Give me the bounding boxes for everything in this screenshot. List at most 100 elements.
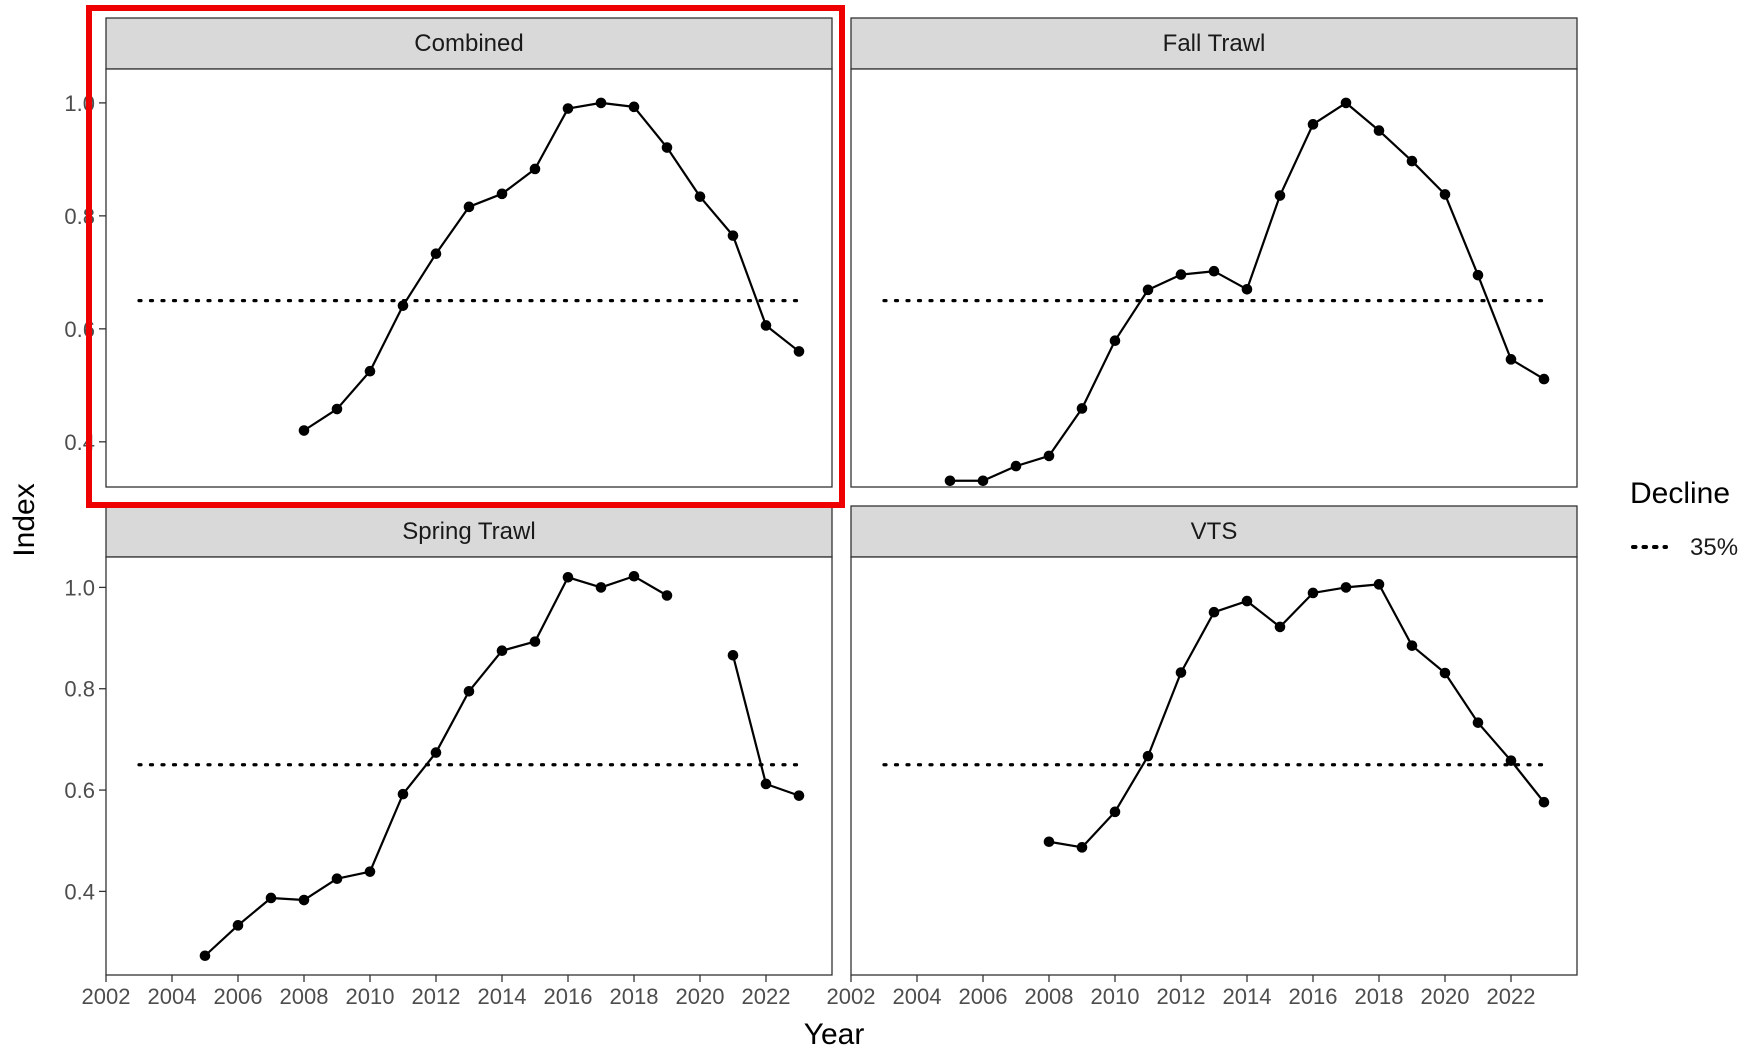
data-point-fall-trawl-2007 — [1010, 460, 1022, 472]
data-point-fall-trawl-2020 — [1439, 189, 1451, 200]
x-tick-label-vts-2006: 2006 — [959, 984, 1008, 1009]
data-point-spring-trawl-2013 — [463, 685, 475, 697]
plot-frame-combined — [105, 68, 833, 488]
data-point-spring-trawl-2006 — [232, 920, 244, 931]
x-tick-label-spring-trawl-2010: 2010 — [346, 984, 395, 1009]
data-point-combined-2014 — [496, 188, 508, 200]
data-point-vts-2018 — [1373, 579, 1385, 590]
plot-frame-spring-trawl — [105, 556, 833, 976]
data-point-vts-2023 — [1538, 796, 1550, 808]
data-point-spring-trawl-2017 — [595, 582, 607, 593]
x-tick-label-spring-trawl-2022: 2022 — [742, 984, 791, 1009]
data-point-combined-2009 — [331, 403, 343, 415]
data-point-fall-trawl-2014 — [1241, 283, 1253, 295]
data-point-combined-2010 — [364, 365, 376, 377]
data-point-vts-2021 — [1472, 717, 1484, 728]
x-tick-label-spring-trawl-2016: 2016 — [544, 984, 593, 1009]
data-point-spring-trawl-2007 — [265, 892, 277, 904]
highlight-box-combined — [86, 5, 845, 508]
data-point-vts-2009 — [1076, 842, 1088, 853]
data-point-fall-trawl-2019 — [1406, 155, 1418, 167]
strip-title-spring-trawl: Spring Trawl — [402, 518, 535, 545]
data-point-spring-trawl-2010 — [364, 866, 376, 877]
data-point-vts-2019 — [1406, 640, 1418, 651]
data-point-spring-trawl-2023 — [793, 790, 805, 801]
data-point-vts-2022 — [1505, 755, 1517, 766]
data-point-fall-trawl-2010 — [1109, 335, 1121, 347]
data-point-spring-trawl-2021 — [727, 649, 739, 661]
x-axis-title: Year — [804, 1018, 865, 1051]
data-point-vts-2020 — [1439, 667, 1451, 679]
legend-title: Decline — [1630, 477, 1730, 510]
data-point-combined-2017 — [595, 97, 607, 109]
data-point-combined-2020 — [694, 191, 706, 202]
data-point-fall-trawl-2005 — [944, 475, 956, 487]
x-tick-label-vts-2008: 2008 — [1025, 984, 1074, 1009]
data-point-vts-2017 — [1340, 582, 1352, 593]
data-point-combined-2023 — [793, 346, 805, 357]
series-line-vts-0 — [1048, 583, 1545, 849]
data-point-fall-trawl-2013 — [1208, 265, 1220, 277]
data-point-vts-2010 — [1109, 806, 1121, 818]
x-tick-label-vts-2016: 2016 — [1289, 984, 1338, 1009]
data-point-spring-trawl-2011 — [397, 788, 409, 800]
x-tick-label-vts-2020: 2020 — [1421, 984, 1470, 1009]
data-point-combined-2011 — [397, 300, 409, 311]
x-tick-label-vts-2010: 2010 — [1091, 984, 1140, 1009]
data-point-fall-trawl-2009 — [1076, 403, 1088, 414]
x-tick-label-vts-2012: 2012 — [1157, 984, 1206, 1009]
data-point-vts-2011 — [1142, 750, 1154, 762]
data-point-combined-2022 — [760, 320, 772, 331]
data-point-spring-trawl-2014 — [496, 645, 508, 657]
x-tick-label-spring-trawl-2006: 2006 — [214, 984, 263, 1009]
data-point-vts-2015 — [1274, 621, 1286, 633]
x-tick-label-spring-trawl-2012: 2012 — [412, 984, 461, 1009]
data-point-vts-2016 — [1307, 587, 1319, 599]
data-point-spring-trawl-2022 — [760, 778, 772, 790]
data-point-combined-2019 — [661, 142, 673, 153]
data-point-combined-2013 — [463, 201, 475, 213]
strip-combined — [105, 17, 833, 70]
panel-spring-trawl: Spring Trawl — [105, 505, 833, 976]
x-tick-label-spring-trawl-2014: 2014 — [478, 984, 527, 1009]
legend-label-35: 35% — [1690, 534, 1738, 561]
data-point-vts-2008 — [1043, 836, 1055, 848]
data-point-fall-trawl-2022 — [1505, 354, 1517, 365]
data-point-fall-trawl-2008 — [1043, 450, 1055, 462]
data-point-spring-trawl-2019 — [661, 590, 673, 601]
y-axis-title: Index — [8, 483, 41, 556]
data-point-combined-2018 — [628, 101, 640, 113]
panel-combined: Combined — [105, 17, 833, 488]
data-point-combined-2016 — [562, 103, 574, 114]
data-point-fall-trawl-2011 — [1142, 284, 1154, 296]
x-tick-label-spring-trawl-2004: 2004 — [148, 984, 197, 1009]
plot-frame-vts — [850, 556, 1578, 976]
data-point-spring-trawl-2005 — [199, 950, 211, 962]
data-point-vts-2012 — [1175, 667, 1187, 678]
x-tick-label-vts-2002: 2002 — [827, 984, 876, 1009]
x-tick-label-spring-trawl-2018: 2018 — [610, 984, 659, 1009]
x-tick-label-vts-2004: 2004 — [893, 984, 942, 1009]
data-point-fall-trawl-2021 — [1472, 269, 1484, 281]
data-point-fall-trawl-2012 — [1175, 269, 1187, 280]
data-point-spring-trawl-2009 — [331, 873, 343, 885]
data-point-spring-trawl-2008 — [298, 894, 310, 906]
series-line-combined-0 — [303, 101, 800, 432]
strip-title-fall-trawl: Fall Trawl — [1163, 30, 1266, 57]
y-tick-label-spring-trawl-0: 0.4 — [64, 879, 95, 904]
x-tick-label-vts-2018: 2018 — [1355, 984, 1404, 1009]
data-point-spring-trawl-2012 — [430, 747, 442, 758]
x-tick-label-vts-2022: 2022 — [1487, 984, 1536, 1009]
strip-title-vts: VTS — [1191, 518, 1238, 545]
data-point-fall-trawl-2015 — [1274, 190, 1286, 201]
y-tick-label-spring-trawl-2: 0.8 — [64, 677, 95, 702]
data-point-fall-trawl-2023 — [1538, 373, 1550, 385]
x-tick-label-vts-2014: 2014 — [1223, 984, 1272, 1009]
strip-fall-trawl — [850, 17, 1578, 70]
panel-vts: VTS — [850, 505, 1578, 976]
data-point-spring-trawl-2015 — [529, 636, 541, 647]
panel-fall-trawl: Fall Trawl — [850, 17, 1578, 488]
data-point-fall-trawl-2018 — [1373, 125, 1385, 136]
data-point-vts-2013 — [1208, 606, 1220, 618]
